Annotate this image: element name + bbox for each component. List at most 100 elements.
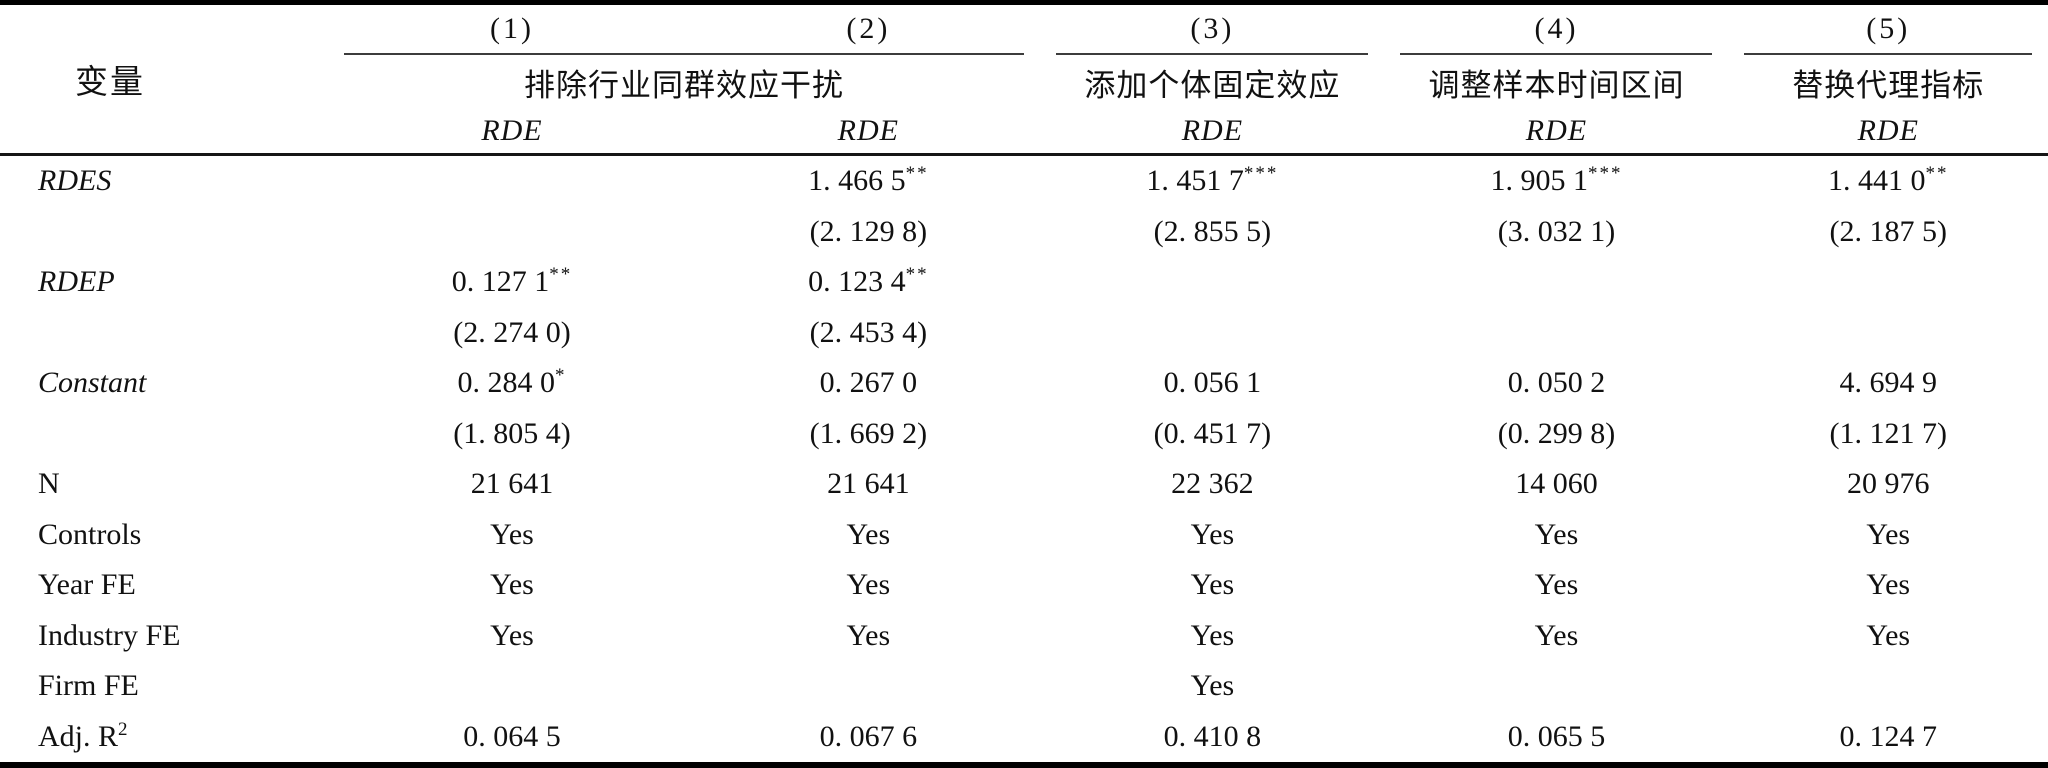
significance-stars: ** xyxy=(1925,163,1949,185)
table-row: Constant 0. 284 0* 0. 267 0 0. 056 1 0. 050 … xyxy=(0,358,2048,408)
cell-value xyxy=(696,661,1040,711)
cell-value: (2. 274 0) xyxy=(453,315,571,349)
table-row: (1. 805 4) (1. 669 2) (0. 451 7) (0. 299 8)… xyxy=(0,408,2048,458)
row-label: Controls xyxy=(38,517,142,551)
table-row: RDES 1. 466 5** 1. 451 7*** 1. 905 1*** 1. 4… xyxy=(0,155,2048,207)
cell-value: 0. 065 5 xyxy=(1507,719,1606,753)
cell-value: 1. 441 0** xyxy=(1827,163,1949,198)
cell-value: Yes xyxy=(1190,568,1235,602)
spanner-rule-group4 xyxy=(1728,52,2048,57)
cell-value: 0. 284 0* xyxy=(457,365,567,400)
cell-value: Yes xyxy=(1190,618,1235,652)
significance-stars: ** xyxy=(549,264,573,286)
row-label: Year FE xyxy=(38,568,136,602)
significance-stars: * xyxy=(554,365,567,387)
cell-value xyxy=(1384,661,1728,711)
cell-value: 4. 694 9 xyxy=(1839,366,1937,400)
row-label: Firm FE xyxy=(38,669,139,703)
row-label: Constant xyxy=(38,366,147,400)
table-header: 变量 (1) (2) (3) (4) (5) 排除行业同群效应干扰 添加个体固定… xyxy=(0,2,2048,156)
cell-value: 0. 124 7 xyxy=(1839,719,1937,753)
cell-value xyxy=(328,155,697,207)
cell-value: 22 362 xyxy=(1171,467,1254,501)
cell-value: Yes xyxy=(1190,669,1235,703)
group-header-alt-proxy: 替换代理指标 xyxy=(1792,68,1985,103)
cell-value: 0. 410 8 xyxy=(1163,719,1262,753)
row-label xyxy=(0,207,328,257)
table-row: (2. 129 8) (2. 855 5) (3. 032 1) (2. 187 5) xyxy=(0,207,2048,257)
cell-value: Yes xyxy=(1534,568,1579,602)
table-row: Firm FE Yes xyxy=(0,661,2048,711)
cell-value: Yes xyxy=(490,568,534,602)
row-label xyxy=(0,308,328,358)
table-row: Adj. R2 0. 064 5 0. 067 6 0. 410 8 0. 065 5 0… xyxy=(0,711,2048,765)
dependent-variable-row: RDE RDE RDE RDE RDE xyxy=(0,108,2048,156)
column-number-5: (5) xyxy=(1866,11,1911,45)
row-label: Adj. R2 xyxy=(38,718,128,753)
dep-var-2: RDE xyxy=(696,108,1041,156)
cell-value: (1. 121 7) xyxy=(1829,416,1947,450)
cell-value: 14 060 xyxy=(1515,467,1598,501)
spanner-rule-group1 xyxy=(328,52,1041,57)
group-header-sample-period: 调整样本时间区间 xyxy=(1428,68,1685,103)
cell-value xyxy=(328,661,697,711)
column-number-2: (2) xyxy=(846,11,891,45)
cell-value: 0. 127 1** xyxy=(451,264,573,299)
row-label: RDEP xyxy=(38,265,115,299)
significance-stars: ** xyxy=(905,163,929,185)
column-number-row: 变量 (1) (2) (3) (4) (5) xyxy=(0,2,2048,156)
row-label: N xyxy=(38,467,60,501)
cell-value xyxy=(1728,308,2048,358)
table-row: Controls Yes Yes Yes Yes Yes xyxy=(0,509,2048,559)
cell-value: Yes xyxy=(490,517,534,551)
cell-value xyxy=(1728,661,2048,711)
spanner-rule-row xyxy=(0,52,2048,57)
cell-value xyxy=(1384,257,1728,307)
cell-value xyxy=(1040,257,1384,307)
significance-stars: *** xyxy=(1587,163,1623,185)
cell-value: 0. 056 1 xyxy=(1163,366,1262,400)
cell-value: 1. 466 5** xyxy=(808,163,929,198)
dep-var-3: RDE xyxy=(1040,108,1385,156)
cell-value: 0. 064 5 xyxy=(463,719,561,753)
table-row: Industry FE Yes Yes Yes Yes Yes xyxy=(0,610,2048,660)
cell-value: (2. 187 5) xyxy=(1829,214,1947,248)
row-label: RDES xyxy=(38,164,112,198)
column-number-1: (1) xyxy=(489,11,534,45)
dep-var-5: RDE xyxy=(1728,108,2048,156)
table-row: (2. 274 0) (2. 453 4) xyxy=(0,308,2048,358)
column-number-4: (4) xyxy=(1534,11,1579,45)
variable-column-header: 变量 xyxy=(0,2,328,156)
cell-value: 21 641 xyxy=(470,467,554,501)
cell-value: 1. 905 1*** xyxy=(1490,163,1623,198)
dep-var-4: RDE xyxy=(1384,108,1729,156)
table-body: RDES 1. 466 5** 1. 451 7*** 1. 905 1*** 1. 4… xyxy=(0,155,2048,766)
cell-value: Yes xyxy=(1190,517,1235,551)
cell-value: Yes xyxy=(1534,517,1579,551)
cell-value: Yes xyxy=(490,618,534,652)
significance-stars: *** xyxy=(1243,163,1279,185)
cell-value: Yes xyxy=(846,568,891,602)
cell-value: Yes xyxy=(1866,517,1911,551)
cell-value: 0. 067 6 xyxy=(819,719,918,753)
spanner-rule-group3 xyxy=(1384,52,1728,57)
table-row: N 21 641 21 641 22 362 14 060 20 976 xyxy=(0,459,2048,509)
spanner-rule-group2 xyxy=(1040,52,1384,57)
cell-value: 0. 123 4** xyxy=(808,264,929,299)
cell-value: 0. 050 2 xyxy=(1507,366,1606,400)
cell-value: (1. 805 4) xyxy=(453,416,571,450)
column-number-3: (3) xyxy=(1190,11,1235,45)
cell-value xyxy=(328,207,697,257)
table-row: RDEP 0. 127 1** 0. 123 4** xyxy=(0,257,2048,307)
cell-value: (2. 855 5) xyxy=(1153,214,1272,248)
row-label xyxy=(0,408,328,458)
cell-value: 20 976 xyxy=(1846,467,1930,501)
cell-value: Yes xyxy=(1866,568,1911,602)
cell-value: 1. 451 7*** xyxy=(1146,163,1279,198)
cell-value xyxy=(1384,308,1728,358)
cell-value: (0. 451 7) xyxy=(1153,416,1272,450)
group-header-firm-fixed-effect: 添加个体固定效应 xyxy=(1084,68,1341,103)
group-header-exclude-peer-effect: 排除行业同群效应干扰 xyxy=(524,68,845,103)
cell-value: Yes xyxy=(846,618,891,652)
